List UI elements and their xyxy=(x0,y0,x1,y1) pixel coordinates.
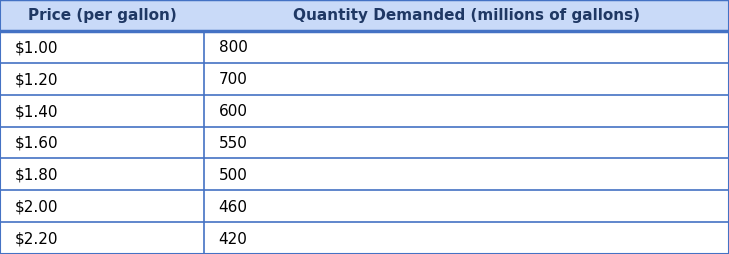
FancyBboxPatch shape xyxy=(0,95,729,127)
Text: $1.40: $1.40 xyxy=(15,104,58,119)
Text: 500: 500 xyxy=(219,167,248,182)
Text: $1.20: $1.20 xyxy=(15,72,58,87)
FancyBboxPatch shape xyxy=(0,32,729,64)
Text: 800: 800 xyxy=(219,40,248,55)
Text: 460: 460 xyxy=(219,199,248,214)
Text: 550: 550 xyxy=(219,135,248,150)
Text: $1.00: $1.00 xyxy=(15,40,58,55)
Text: 700: 700 xyxy=(219,72,248,87)
FancyBboxPatch shape xyxy=(0,0,729,32)
Text: 600: 600 xyxy=(219,104,248,119)
FancyBboxPatch shape xyxy=(0,127,729,159)
FancyBboxPatch shape xyxy=(0,222,729,254)
Text: Quantity Demanded (millions of gallons): Quantity Demanded (millions of gallons) xyxy=(293,8,640,23)
FancyBboxPatch shape xyxy=(0,64,729,95)
Text: $1.60: $1.60 xyxy=(15,135,58,150)
Text: Price (per gallon): Price (per gallon) xyxy=(28,8,176,23)
FancyBboxPatch shape xyxy=(0,190,729,222)
Text: $2.00: $2.00 xyxy=(15,199,58,214)
FancyBboxPatch shape xyxy=(0,159,729,190)
Text: 420: 420 xyxy=(219,231,248,246)
Text: $1.80: $1.80 xyxy=(15,167,58,182)
Text: $2.20: $2.20 xyxy=(15,231,58,246)
